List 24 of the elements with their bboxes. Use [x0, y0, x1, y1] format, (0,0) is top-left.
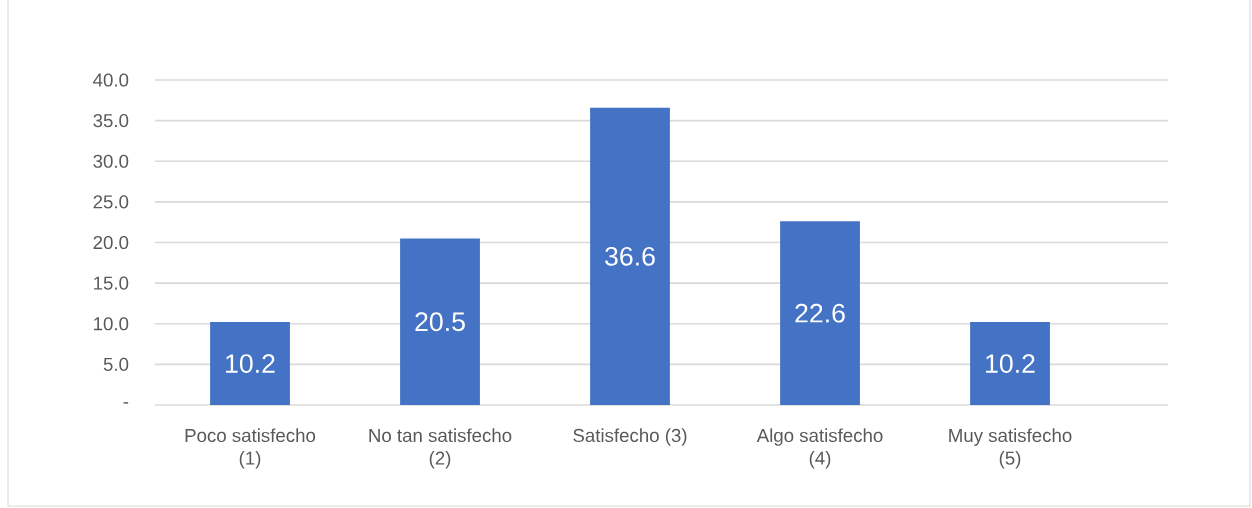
data-label: 22.6 [795, 303, 845, 323]
x-tick-label: Muy satisfecho (5) [949, 428, 1072, 469]
data-label: 10.2 [986, 354, 1035, 373]
data-label: 10.2 [226, 354, 275, 373]
x-tick-label: Poco satisfecho (1) [185, 428, 316, 469]
bar [970, 322, 1050, 405]
y-tick-label: 35.0 [93, 114, 129, 128]
data-label: 20.5 [415, 312, 465, 332]
x-tick-label: Satisfecho (3) [573, 428, 687, 446]
y-tick-label: 20.0 [93, 235, 129, 250]
data-label: 36.6 [605, 246, 655, 266]
x-tick-label: Algo satisfecho (4) [756, 428, 883, 469]
y-tick-label: 10.0 [94, 317, 129, 331]
y-tick-label: 30.0 [93, 154, 129, 168]
y-tick-label: - [123, 402, 129, 404]
y-tick-label: 40.0 [93, 73, 129, 87]
x-tick-label: No tan satisfecho (2) [369, 428, 512, 469]
bar [210, 322, 290, 405]
bar [590, 107, 670, 405]
y-tick-label: 15.0 [94, 276, 129, 290]
y-tick-label: 25.0 [93, 195, 129, 209]
bar [780, 221, 860, 405]
y-tick-label: 5.0 [103, 357, 129, 371]
bar [400, 238, 480, 405]
